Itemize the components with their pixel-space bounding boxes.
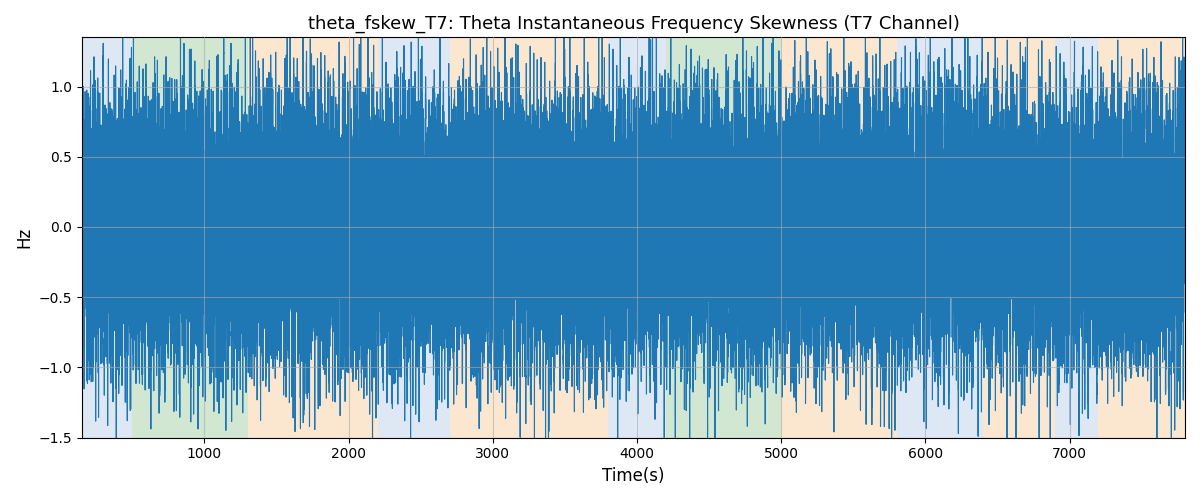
- Bar: [608, 38, 666, 438]
- Bar: [82, 38, 132, 438]
- Bar: [1098, 38, 1184, 438]
- Y-axis label: Hz: Hz: [14, 227, 32, 248]
- Title: theta_fskew_T7: Theta Instantaneous Frequency Skewness (T7 Channel): theta_fskew_T7: Theta Instantaneous Freq…: [307, 15, 959, 34]
- Bar: [1055, 38, 1098, 438]
- Bar: [666, 38, 781, 438]
- Bar: [450, 38, 608, 438]
- Bar: [983, 38, 1055, 438]
- Bar: [247, 38, 378, 438]
- Bar: [781, 38, 896, 438]
- Bar: [132, 38, 247, 438]
- Bar: [378, 38, 450, 438]
- Bar: [896, 38, 983, 438]
- X-axis label: Time(s): Time(s): [602, 467, 665, 485]
